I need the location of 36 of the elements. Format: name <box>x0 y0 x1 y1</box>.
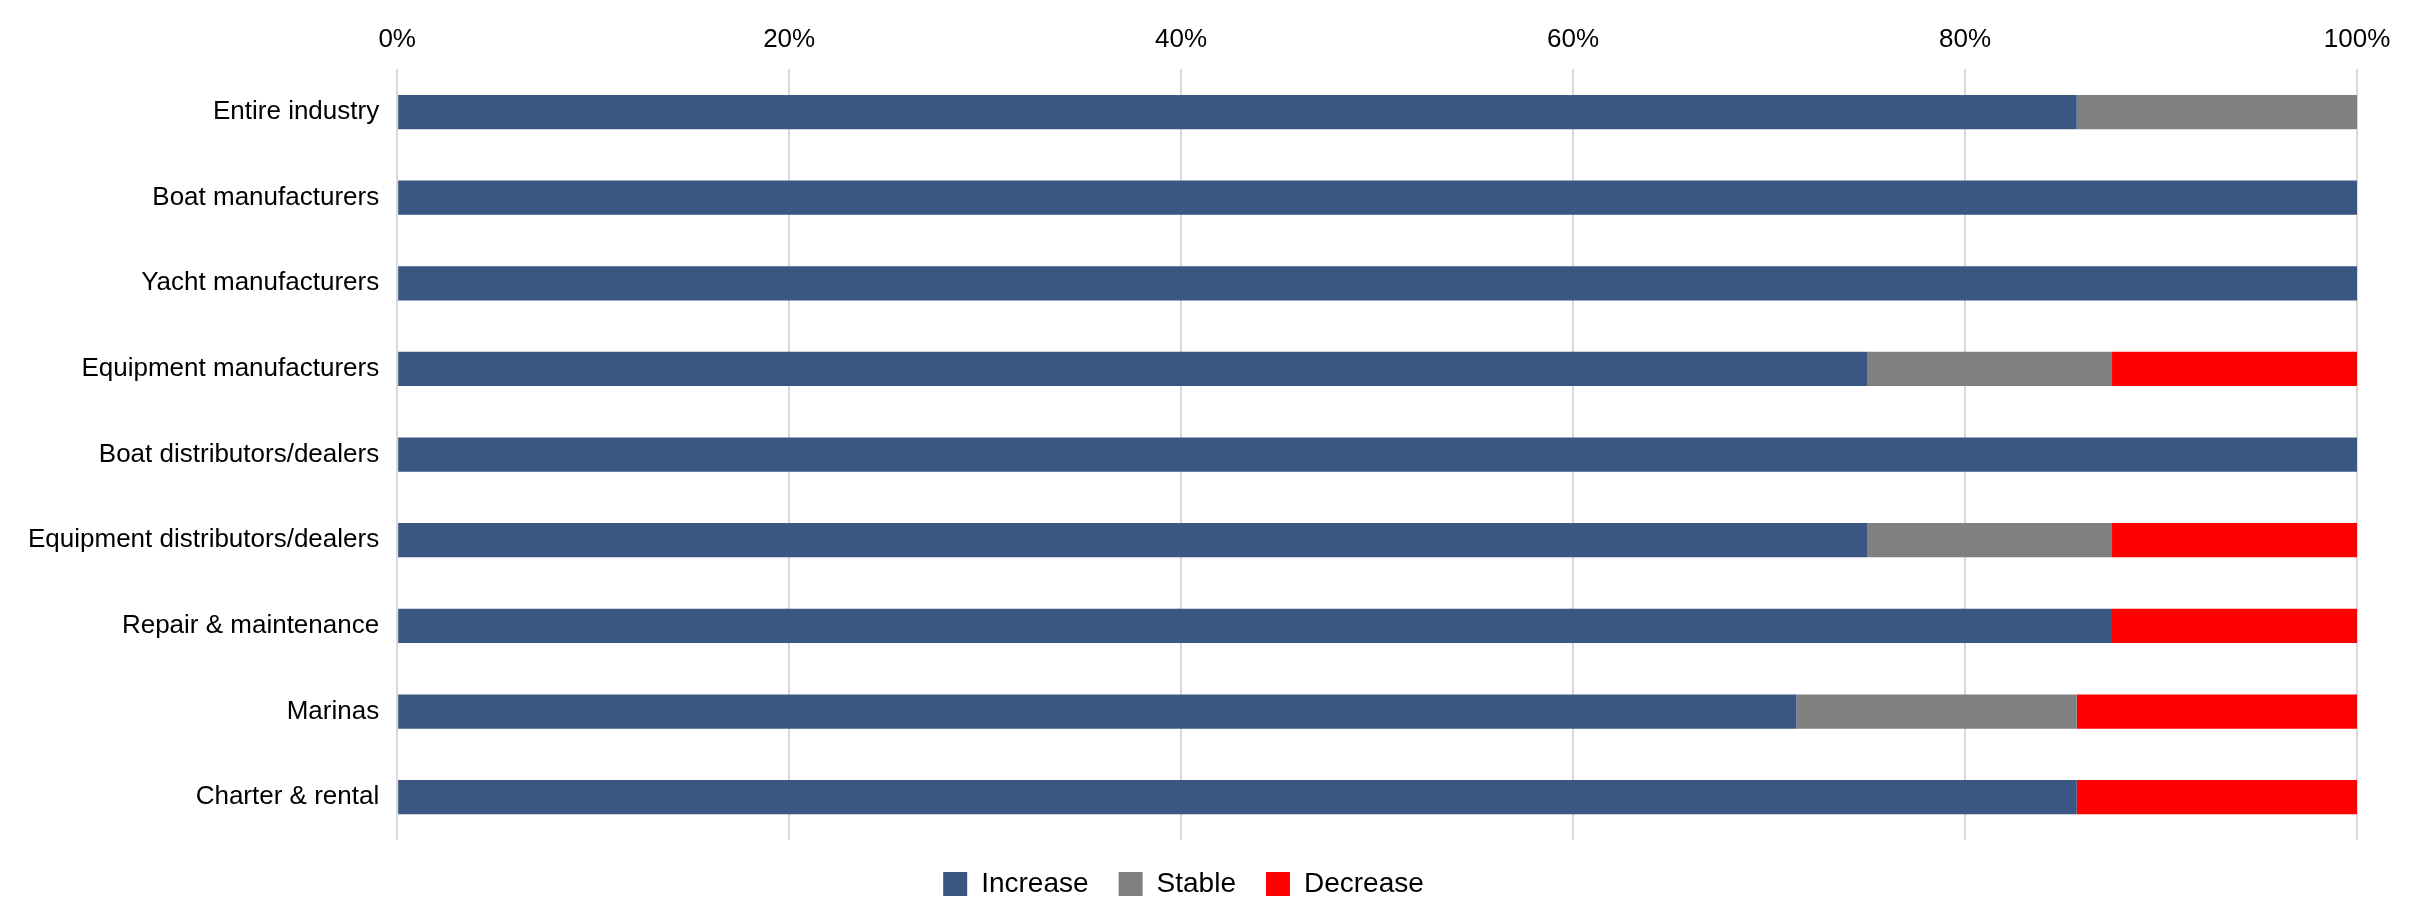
y-tick-label: Equipment distributors/dealers <box>27 523 380 554</box>
y-tick-label: Boat distributors/dealers <box>98 437 380 468</box>
x-tick-label: 80% <box>1939 22 1992 53</box>
x-tick-label: 20% <box>763 22 816 53</box>
x-tick-label: 60% <box>1547 22 1600 53</box>
bar <box>398 694 1797 729</box>
y-tick-label: Yacht manufacturers <box>141 266 380 297</box>
y-tick-label: Entire industry <box>212 95 380 126</box>
bar <box>2076 780 2357 815</box>
y-tick-label: Repair & maintenance <box>121 609 380 640</box>
bar <box>398 437 2357 472</box>
bar <box>398 780 2077 815</box>
bar <box>2076 94 2357 130</box>
bar <box>2076 694 2357 729</box>
y-tick-label: Equipment manufacturers <box>81 352 380 383</box>
y-tick-label: Marinas <box>286 694 380 725</box>
bar <box>2112 523 2357 558</box>
bar <box>2112 608 2357 644</box>
legend-label: Stable <box>1156 866 1236 898</box>
bar <box>398 94 2077 130</box>
x-tick-label: 40% <box>1155 22 1208 53</box>
bar <box>398 266 2357 301</box>
bar <box>398 180 2357 215</box>
legend-label: Increase <box>981 866 1089 898</box>
bar <box>1796 694 2077 729</box>
x-tick-label: 100% <box>2323 22 2391 53</box>
x-tick-label: 0% <box>378 22 416 53</box>
y-tick-label: Charter & rental <box>195 780 380 811</box>
bar <box>2112 351 2357 387</box>
y-tick-label: Boat manufacturers <box>152 180 380 211</box>
legend-label: Decrease <box>1303 866 1424 898</box>
bar <box>1867 351 2113 387</box>
bar <box>1867 523 2113 558</box>
bar <box>398 351 1868 387</box>
bar <box>398 608 2113 644</box>
bar <box>398 523 1868 558</box>
